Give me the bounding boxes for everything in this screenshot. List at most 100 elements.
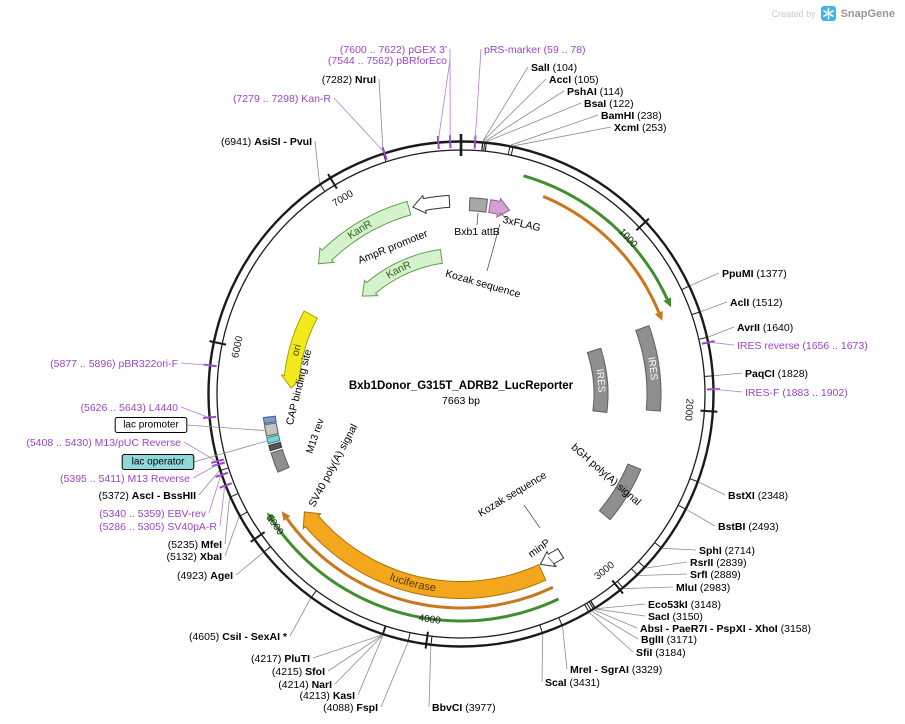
site-label[interactable]: (7282) NruI [322, 74, 376, 86]
enzyme-site-bstbi[interactable]: BstBI (2493) [678, 505, 779, 533]
site-label[interactable]: AvrII (1640) [737, 322, 793, 334]
primer-site-ebv-rev[interactable]: (5340 .. 5359) EBV-rev [99, 471, 229, 520]
enzyme-site-saci[interactable]: SacI (3150) [590, 601, 703, 623]
enzyme-site-eco53ki[interactable]: Eco53kI (3148) [590, 599, 721, 611]
enzyme-site-fspi[interactable]: (4088) FspI [323, 633, 411, 714]
enzyme-site-srfi[interactable]: SrfI (2889) [631, 568, 741, 581]
primer-site-ires-f[interactable]: IRES-F (1883 .. 1902) [706, 387, 848, 399]
site-label[interactable]: (4923) AgeI [177, 570, 233, 582]
site-label[interactable]: SfiI (3184) [636, 647, 686, 659]
site-label[interactable]: BamHI (238) [601, 110, 662, 122]
site-label[interactable]: PaqCI (1828) [745, 368, 808, 380]
site-label[interactable]: (4214) NarI [278, 679, 332, 691]
enzyme-site-bsai[interactable]: BsaI (122) [484, 98, 634, 151]
feature-flag3x[interactable] [488, 197, 511, 219]
enzyme-site-sfii[interactable]: SfiI (3184) [584, 604, 686, 659]
enzyme-site-absi-paer7i-pspxi-xhoi[interactable]: AbsI - PaeR7I - PspXI - XhoI (3158) [588, 601, 811, 635]
site-label[interactable]: BsaI (122) [584, 98, 634, 110]
feature-gene-arc-top-green[interactable] [523, 174, 672, 308]
site-label[interactable]: SrfI (2889) [690, 569, 741, 581]
enzyme-site-bstxi[interactable]: BstXI (2348) [690, 478, 788, 502]
site-label[interactable]: ScaI (3431) [545, 677, 600, 689]
site-label[interactable]: (4217) PluTI [251, 653, 310, 665]
enzyme-site-mrei-sgrai[interactable]: MreI - SgrAI (3329) [558, 617, 662, 676]
site-label[interactable]: (4088) FspI [323, 702, 378, 714]
feature-bxb1-attb[interactable] [468, 197, 489, 213]
site-label[interactable]: MreI - SgrAI (3329) [570, 664, 662, 676]
enzyme-site-asisi-pvui[interactable]: (6941) AsiSI - PvuI [221, 136, 325, 192]
boxed-label-lac-promoter[interactable]: lac promoter [114, 417, 265, 433]
site-label[interactable]: SacI (3150) [648, 611, 703, 623]
site-label[interactable]: AclI (1512) [730, 297, 783, 309]
site-label[interactable]: (7600 .. 7622) pGEX 3' [340, 44, 447, 56]
site-label[interactable]: PshAI (114) [567, 86, 623, 98]
feature-minp[interactable] [539, 548, 565, 568]
enzyme-site-sfoi[interactable]: (4215) SfoI [272, 626, 386, 678]
site-label[interactable]: PpuMI (1377) [722, 268, 787, 280]
site-label[interactable]: (5286 .. 5305) SV40pA-R [99, 521, 217, 533]
site-label[interactable]: (5626 .. 5643) L4440 [81, 402, 179, 414]
primer-site-pbrforeco[interactable]: (7544 .. 7562) pBRforEco [328, 55, 451, 150]
primer-site-l4440[interactable]: (5626 .. 5643) L4440 [81, 402, 217, 420]
primer-site-ires-reverse[interactable]: IRES reverse (1656 .. 1673) [701, 340, 868, 352]
site-label[interactable]: BstXI (2348) [728, 490, 788, 502]
enzyme-site-rsrii[interactable]: RsrII (2839) [638, 557, 747, 569]
site-label[interactable]: (5235) MfeI [168, 539, 222, 551]
primer-site-m13-reverse[interactable]: (5395 .. 5411) M13 Reverse [60, 461, 226, 485]
enzyme-site-nrui[interactable]: (7282) NruI [322, 74, 387, 162]
site-label[interactable]: pRS-marker (59 .. 78) [484, 44, 586, 56]
enzyme-site-mlui[interactable]: MluI (2983) [617, 581, 731, 594]
enzyme-site-xbai[interactable]: (5132) XbaI [167, 511, 248, 563]
feature-ires-outer[interactable]: IRES [635, 324, 662, 412]
site-label[interactable]: AccI (105) [549, 74, 599, 86]
site-label[interactable]: (7544 .. 7562) pBRforEco [328, 55, 447, 67]
site-label[interactable]: (4215) SfoI [272, 666, 325, 678]
feature-gene-arc-bottom-green[interactable] [267, 512, 560, 623]
enzyme-site-csii-sexai[interactable]: (4605) CsiI - SexAI * [189, 590, 317, 643]
site-label[interactable]: IRES reverse (1656 .. 1673) [737, 340, 868, 352]
enzyme-site-sphi[interactable]: SphI (2714) [654, 542, 755, 557]
feature-bgh-polya[interactable] [598, 463, 642, 521]
site-label[interactable]: (4605) CsiI - SexAI * [189, 631, 288, 643]
site-label[interactable]: IRES-F (1883 .. 1902) [745, 387, 848, 399]
feature-lac-operator-feature[interactable] [266, 434, 281, 445]
primer-site-prs-marker[interactable]: pRS-marker (59 .. 78) [473, 44, 586, 149]
enzyme-site-avrii[interactable]: AvrII (1640) [699, 322, 793, 340]
enzyme-site-bamhi[interactable]: BamHI (238) [507, 110, 662, 155]
enzyme-site-scai[interactable]: ScaI (3431) [539, 625, 600, 689]
site-label[interactable]: XcmI (253) [614, 122, 667, 134]
feature-sv40-polya[interactable] [270, 448, 290, 473]
feature-gene-arc-bottom-orange[interactable] [281, 511, 554, 610]
site-label[interactable]: SalI (104) [531, 62, 577, 74]
primer-site-kan-r[interactable]: (7279 .. 7298) Kan-R [233, 93, 388, 160]
primer-site-pbr322ori-f[interactable]: (5877 .. 5896) pBR322ori-F [50, 358, 217, 370]
boxed-label-lac-operator[interactable]: lac operator [121, 440, 267, 470]
enzyme-site-acci[interactable]: AccI (105) [481, 74, 599, 151]
enzyme-site-acli[interactable]: AclI (1512) [692, 297, 783, 316]
enzyme-site-paqci[interactable]: PaqCI (1828) [704, 368, 808, 380]
feature-ori[interactable]: ori [280, 310, 318, 389]
enzyme-site-asci-bsshii[interactable]: (5372) AscI - BssHII [99, 467, 229, 502]
enzyme-site-mfei[interactable]: (5235) MfeI [168, 493, 238, 551]
primer-site-sv40pa-r[interactable]: (5286 .. 5305) SV40pA-R [99, 482, 233, 533]
site-label[interactable]: (6941) AsiSI - PvuI [221, 136, 312, 148]
enzyme-site-agei[interactable]: (4923) AgeI [177, 546, 271, 582]
site-label[interactable]: (5340 .. 5359) EBV-rev [99, 508, 207, 520]
enzyme-site-ppumi[interactable]: PpuMI (1377) [681, 268, 787, 290]
site-label[interactable]: RsrII (2839) [690, 557, 747, 569]
site-label[interactable]: (5395 .. 5411) M13 Reverse [60, 473, 190, 485]
enzyme-site-sali[interactable]: SalI (104) [481, 62, 577, 151]
site-label[interactable]: Eco53kI (3148) [648, 599, 721, 611]
site-label[interactable]: (4213) KasI [300, 690, 356, 702]
enzyme-site-pshai[interactable]: PshAI (114) [483, 86, 624, 151]
site-label[interactable]: (5408 .. 5430) M13/pUC Reverse [26, 437, 181, 449]
site-label[interactable]: MluI (2983) [676, 582, 730, 594]
enzyme-site-kasi[interactable]: (4213) KasI [300, 626, 387, 702]
site-label[interactable]: (5877 .. 5896) pBR322ori-F [50, 358, 178, 370]
primer-site-m13-puc-reverse[interactable]: (5408 .. 5430) M13/pUC Reverse [26, 437, 225, 464]
site-label[interactable]: BbvCI (3977) [432, 702, 496, 714]
feature-m13-rev-feature[interactable] [268, 441, 283, 452]
feature-ampr-promoter[interactable] [411, 194, 451, 215]
site-label[interactable]: SphI (2714) [699, 545, 755, 557]
feature-cap-binding-feature[interactable] [262, 415, 277, 425]
